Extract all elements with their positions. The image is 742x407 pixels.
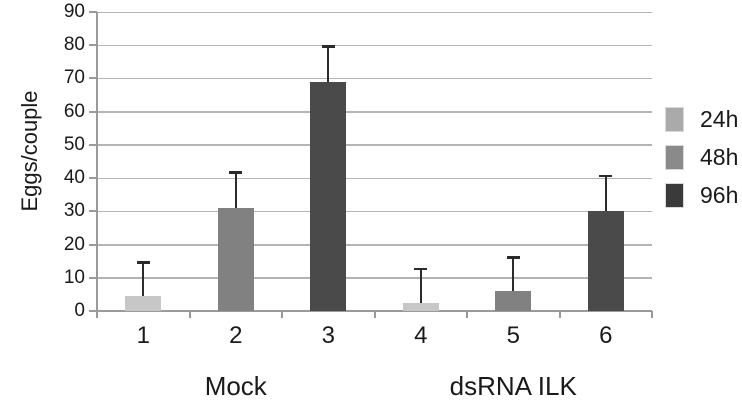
bar-4-series-24h: [402, 302, 439, 311]
bar-6-series-96h: [587, 211, 624, 311]
error-bar-cap: [506, 256, 520, 259]
y-tick-label: 30: [63, 200, 85, 222]
x-axis-tick: [466, 311, 468, 318]
error-bar-cap: [229, 171, 243, 174]
error-bar-line: [512, 256, 515, 292]
group-label: dsRNA ILK: [449, 371, 577, 401]
legend-swatch-24h: [665, 107, 684, 132]
y-tick-label: 50: [63, 133, 85, 155]
error-bar-line: [327, 45, 330, 82]
legend-label-96h: 96h: [700, 182, 739, 208]
y-tick-label: 70: [63, 67, 85, 89]
group-label: Mock: [204, 371, 267, 401]
x-tick-label: 3: [321, 322, 335, 349]
y-tick-label: 40: [63, 167, 85, 189]
error-bar-line: [604, 174, 607, 212]
x-tick-label: 2: [229, 322, 243, 349]
gridline: [97, 77, 652, 80]
bar-5-series-48h: [495, 291, 532, 311]
y-axis-tick: [89, 77, 97, 80]
legend-swatch-48h: [665, 145, 684, 170]
x-tick-label: 1: [136, 322, 150, 349]
error-bar-line: [419, 267, 422, 303]
y-axis-tick: [89, 177, 97, 180]
x-tick-label: 5: [506, 322, 520, 349]
legend-label-48h: 48h: [700, 144, 739, 170]
gridline: [97, 210, 652, 213]
y-axis-tick: [89, 11, 97, 13]
gridline: [97, 11, 652, 13]
x-axis-tick: [281, 311, 283, 318]
y-axis-line: [96, 12, 98, 316]
y-tick-label: 60: [63, 100, 85, 122]
error-bar-cap: [414, 267, 428, 271]
gridline: [97, 44, 652, 47]
x-tick-label: 4: [414, 322, 428, 349]
x-axis-tick: [651, 311, 653, 318]
legend-swatch-96h: [665, 183, 684, 208]
gridline: [97, 277, 652, 279]
error-bar-cap: [599, 174, 613, 178]
x-tick-label: 6: [599, 322, 613, 349]
gridline: [97, 144, 652, 146]
gridline: [97, 111, 652, 113]
x-axis-tick: [558, 311, 561, 318]
y-axis-tick: [89, 210, 97, 213]
y-axis-tick: [89, 310, 97, 312]
y-tick-label: 10: [63, 266, 85, 288]
y-axis-tick: [89, 276, 97, 279]
x-axis-tick: [96, 311, 98, 318]
error-bar-cap: [136, 261, 150, 264]
y-axis-tick: [89, 143, 97, 146]
x-axis-tick: [373, 311, 376, 318]
y-tick-label: 90: [63, 1, 85, 22]
gridline: [97, 244, 652, 246]
legend-label-24h: 24h: [700, 106, 739, 132]
y-axis-tick: [89, 110, 97, 113]
bar-3-series-96h: [310, 81, 347, 311]
y-axis-tick: [89, 243, 97, 246]
y-tick-label: 20: [63, 233, 85, 255]
error-bar-line: [234, 171, 237, 208]
gridline: [97, 177, 652, 180]
x-axis-tick: [188, 311, 191, 318]
error-bar-cap: [321, 45, 335, 48]
y-tick-label: 80: [63, 34, 85, 56]
y-tick-label: 0: [74, 300, 85, 321]
error-bar-line: [142, 261, 145, 297]
bar-2-series-48h: [217, 208, 254, 311]
y-axis-tick: [89, 44, 97, 47]
bar-1-series-24h: [125, 296, 162, 311]
